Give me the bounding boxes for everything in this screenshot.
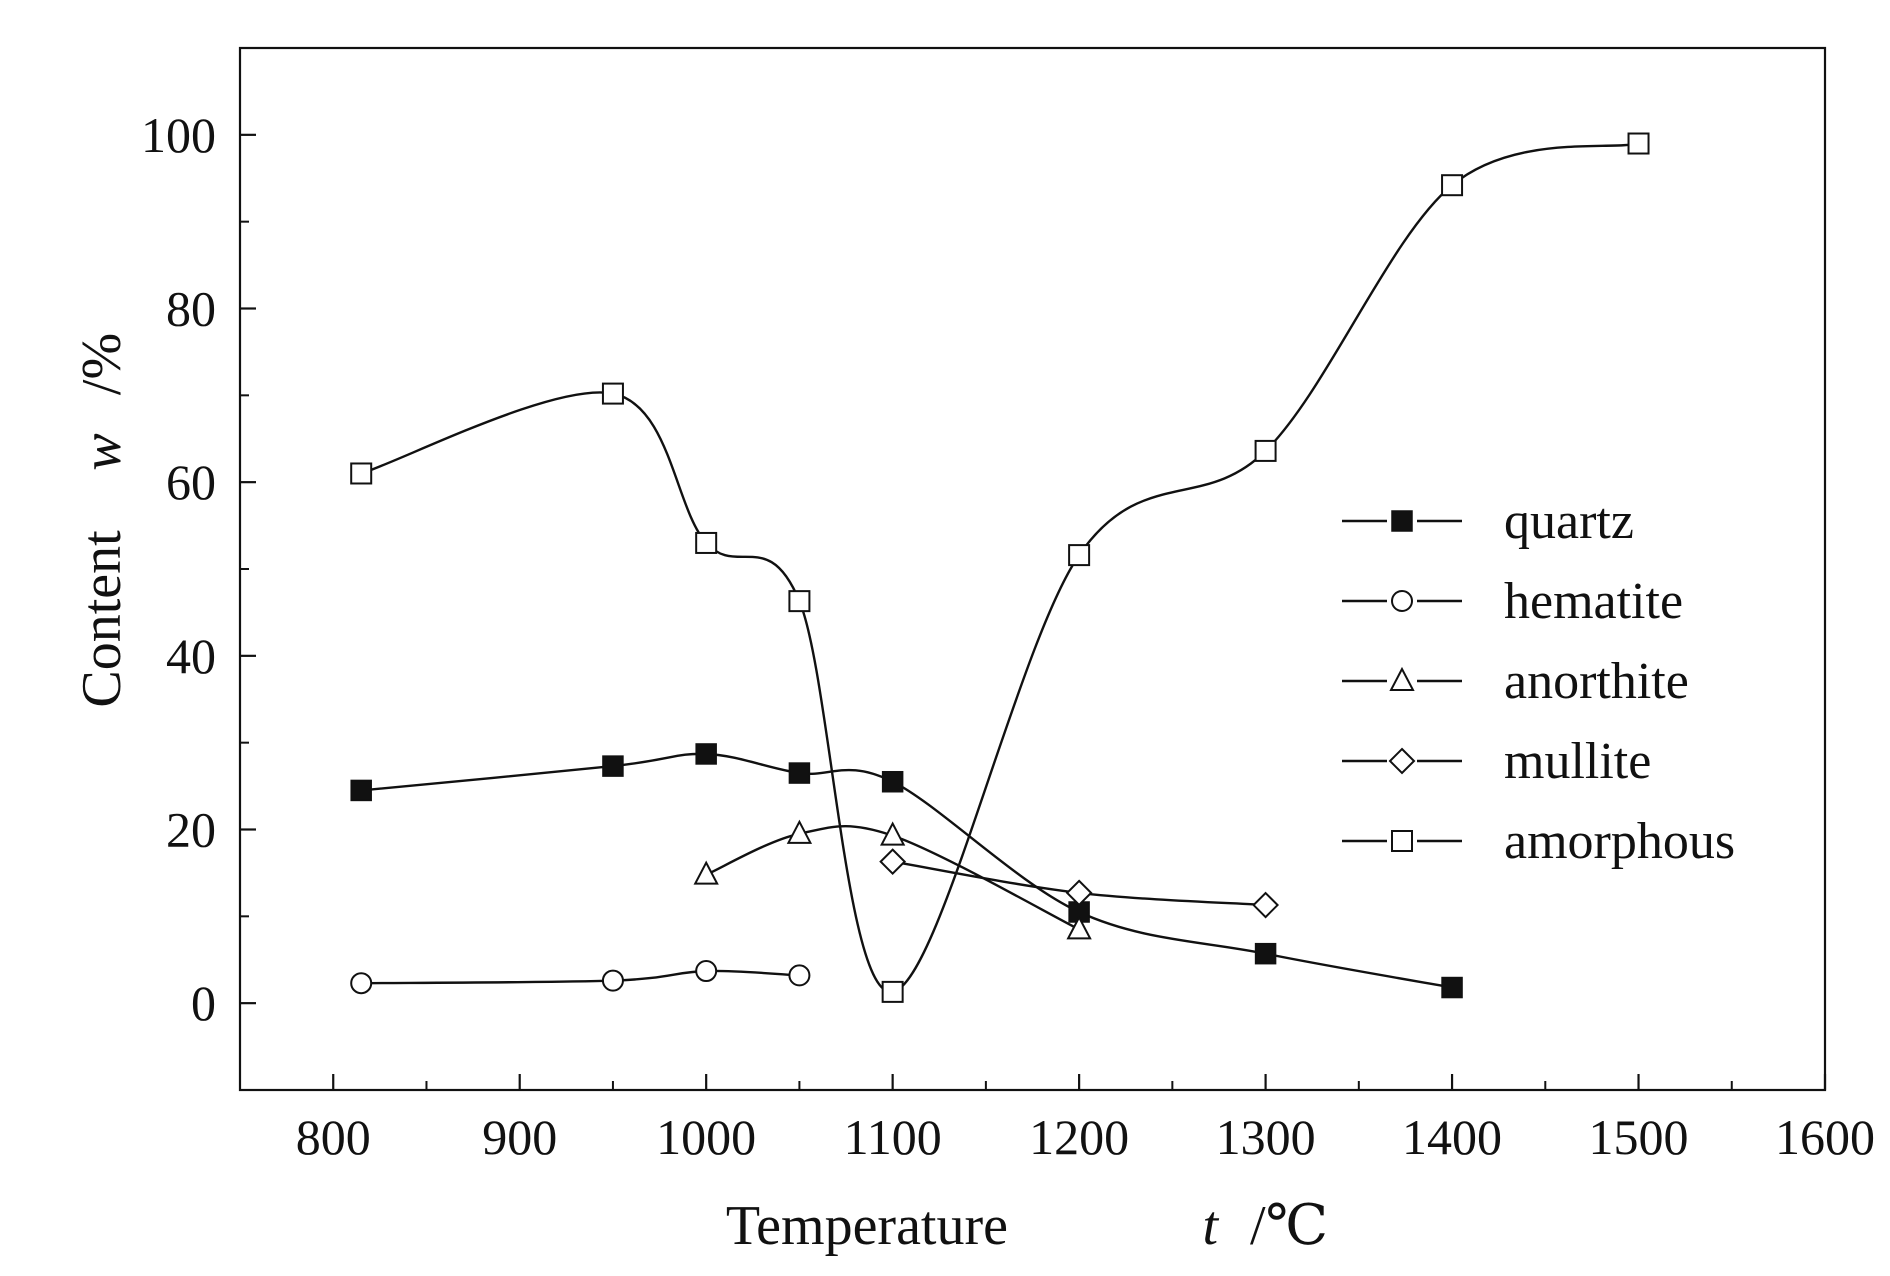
legend-label-amorphous: amorphous (1504, 813, 1735, 870)
hematite-point (601, 969, 624, 992)
x-axis-title: Temperature t /℃ (726, 1195, 1328, 1257)
quartz-point (1441, 976, 1463, 999)
quartz-point (881, 770, 904, 793)
amorphous-point (1627, 132, 1650, 155)
quartz-point (695, 743, 717, 765)
x-tick-label: 1500 (1589, 1109, 1689, 1165)
anorthite-line (705, 825, 1080, 931)
legend: quartz hematite anorthite mullite amorphous (1342, 493, 1735, 870)
legend-marker-mullite (1388, 747, 1416, 775)
plot-frame (238, 46, 1827, 1092)
mullite-point (1065, 879, 1093, 907)
amorphous-point (695, 531, 718, 554)
legend-marker-hematite (1391, 590, 1413, 612)
anorthite-point (786, 819, 813, 844)
series-curves (360, 142, 1639, 994)
x-tick-label: 1400 (1402, 1109, 1502, 1165)
x-axis-variable: t (1202, 1195, 1219, 1257)
anorthite-point (693, 860, 719, 885)
y-tick-label: 40 (166, 628, 216, 684)
x-axis-unit: /℃ (1250, 1195, 1328, 1257)
y-tick-label: 60 (166, 454, 216, 510)
y-tick-label: 20 (166, 802, 216, 858)
amorphous-point (1254, 439, 1277, 462)
anorthite-point (879, 821, 906, 846)
anorthite-point (1066, 915, 1092, 940)
mullite-point (879, 848, 907, 876)
amorphous-point (601, 382, 624, 405)
y-tick-label: 0 (191, 975, 216, 1031)
x-tick-label: 1000 (656, 1109, 756, 1165)
amorphous-point (788, 590, 811, 613)
amorphous-point (1068, 544, 1091, 567)
y-axis-unit: /% (71, 333, 133, 395)
legend-label-mullite: mullite (1504, 733, 1651, 790)
legend-marker-anorthite (1389, 666, 1415, 691)
quartz-point (602, 755, 624, 777)
quartz-line (361, 752, 1453, 989)
y-tick-label: 100 (141, 107, 216, 163)
tick-labels: 800 900 1000 1100 1200 1300 1400 1500 1600 0 20 40 6… (141, 107, 1875, 1165)
quartz-point (788, 762, 811, 784)
quartz-point (1254, 942, 1277, 965)
ticks (240, 133, 1827, 1090)
amorphous-line (360, 142, 1639, 994)
quartz-point (350, 779, 372, 802)
hematite-point (350, 972, 373, 995)
legend-label-quartz: quartz (1504, 493, 1634, 550)
series-markers (350, 132, 1650, 1003)
y-tick-label: 80 (166, 281, 216, 337)
y-axis-label: Content (71, 530, 133, 708)
x-tick-label: 800 (296, 1109, 371, 1165)
amorphous-point (881, 980, 904, 1003)
hematite-point (695, 960, 718, 983)
x-axis-label: Temperature (726, 1195, 1008, 1257)
x-tick-label: 1600 (1775, 1109, 1875, 1165)
x-tick-label: 1100 (844, 1109, 942, 1165)
x-tick-label: 900 (482, 1109, 557, 1165)
legend-marker-quartz (1391, 510, 1413, 532)
x-tick-label: 1300 (1216, 1109, 1316, 1165)
legend-label-hematite: hematite (1504, 573, 1683, 630)
amorphous-point (350, 462, 373, 485)
plot-frame-group (238, 46, 1827, 1092)
hematite-point (788, 964, 811, 987)
legend-marker-amorphous (1391, 830, 1413, 852)
hematite-line (361, 969, 800, 985)
amorphous-point (1441, 174, 1464, 197)
y-axis-title: Content w /% (71, 333, 133, 708)
y-axis-variable: w (71, 433, 133, 470)
mullite-point (1252, 891, 1280, 919)
x-tick-label: 1200 (1029, 1109, 1129, 1165)
legend-label-anorthite: anorthite (1504, 653, 1689, 710)
